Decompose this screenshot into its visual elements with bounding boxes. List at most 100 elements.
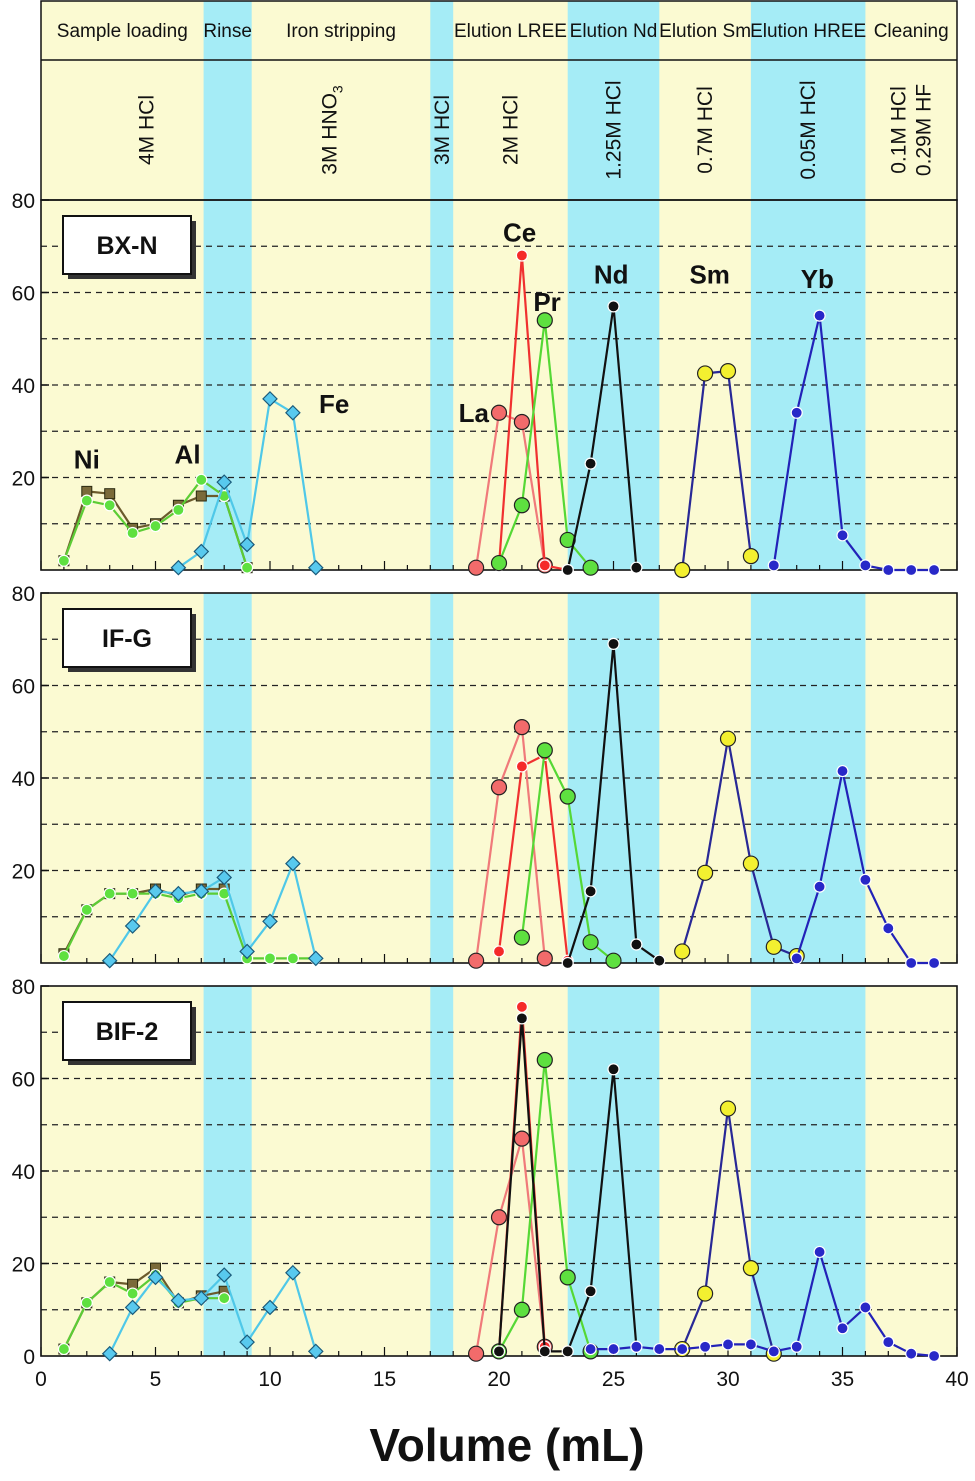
element-label: Ce [503,218,536,248]
data-point-al [57,1342,71,1356]
cyan-band-3 [750,1,866,1356]
data-point-yb [813,1245,826,1259]
data-point-fe [285,404,301,421]
data-point-yb [813,880,826,893]
data-point-fe [124,1299,141,1316]
cyan-band-0 [203,1,252,1356]
reagent-label: 4M HCl [135,95,158,165]
reagent-label: 3M HCl [431,95,454,165]
data-point-pr [536,742,553,759]
panel-bx-n: 20 40 60 80 BX-N Ni Al Fe La Ce Pr Nd Sm Yb [12,190,958,579]
sample-label: BIF-2 [96,1018,159,1046]
reagent-label: 2M HCl [499,95,522,165]
data-point-fe [170,1292,187,1309]
data-point-fe [193,1290,210,1307]
data-point-fe [216,474,233,490]
data-point-yb [882,1336,895,1349]
reagent-label-group: 0.05M HCl [797,80,820,179]
x-tick-label: 15 [373,1368,396,1391]
data-point-al [172,503,185,516]
data-point-fe [262,1299,278,1316]
y-tick-label: 40 [12,768,35,791]
data-point-fe [170,559,187,576]
data-point-yb [744,1338,758,1351]
data-point-al [263,952,277,965]
data-point-la [468,559,485,576]
data-point-al [286,952,299,965]
data-point-la [468,952,485,969]
panel-gap [0,963,975,986]
panel-if-g: 20 40 60 80 IF-G [12,583,958,970]
data-point-sm [719,1100,737,1117]
series-fe [101,1264,324,1362]
reagent-label-group: 3M HCl [431,95,454,165]
data-point-yb [882,922,895,935]
data-point-pr [605,952,622,969]
sample-box [62,215,192,275]
data-point-yb [905,956,918,970]
data-point-yb [653,1342,666,1356]
x-axis: 0 5 10 15 20 25 30 35 40 0 [23,1346,968,1391]
data-point-nd [584,885,597,898]
data-point-ni [104,488,116,500]
y-tick-label: 20 [12,861,35,884]
data-point-la [490,404,508,421]
data-point-yb [859,873,872,886]
series-line-ce [497,753,569,961]
data-point-yb [859,1301,872,1314]
data-point-pr [582,934,599,951]
stage-label: Rinse [203,21,252,42]
data-point-fe [239,943,255,960]
x-tick-label: 20 [487,1368,510,1391]
data-point-fe [101,952,118,969]
data-point-al [57,949,71,963]
data-point-fe [193,883,210,900]
reagent-label: 0.7M HCl [694,86,717,174]
x-tick-label: 40 [945,1368,968,1391]
data-point-nd [515,1012,529,1025]
element-label: La [459,398,490,428]
data-point-al [126,1287,139,1300]
reagent-label-group: 2M HCl [499,95,522,165]
series-pr [490,312,599,576]
y-tick-label: 40 [12,375,35,398]
data-point-fe [239,536,255,553]
data-point-fe [239,1334,255,1350]
data-point-la [490,1209,508,1226]
stage-label: Elution Sm [659,21,751,42]
sample-label: BX-N [96,232,157,260]
data-point-al [218,1292,231,1305]
data-point-pr [559,1269,576,1286]
y-tick-label: 80 [12,976,35,999]
reagent-label-group: 3M HNO3 [319,85,346,175]
data-point-al [103,499,116,512]
data-point-al [103,887,116,900]
data-point-yb [676,1342,689,1356]
x-tick-label: 10 [258,1368,281,1391]
stage-label: Sample loading [57,21,188,42]
data-point-nd [561,1345,574,1358]
x-tick-label: 30 [716,1368,739,1391]
data-point-nd [607,300,620,313]
series-line-fe [108,1271,317,1355]
reagent-label-group: 1.25M HCl [603,80,626,179]
data-point-nd [607,637,620,650]
stage-header: Sample loading Rinse Iron stripping Elution… [40,0,958,201]
data-point-fe [216,1267,233,1283]
sample-box [62,608,192,668]
reagent-label-group: 4M HCl [135,95,158,165]
data-point-ni [195,490,207,502]
data-point-fe [307,950,324,967]
stage-label: Elution HREE [750,21,866,42]
data-point-sm [674,943,691,960]
data-point-pr [513,1301,531,1318]
cyan-band-2 [567,1,660,1356]
series-yb [584,1245,941,1363]
x-axis-title: Volume (mL) [369,1419,644,1471]
y-tick-label: 40 [12,1161,35,1184]
data-point-nd [630,561,643,574]
data-point-al [241,561,254,574]
data-point-la [490,779,508,796]
data-point-yb [927,956,941,970]
series-la [468,719,553,969]
